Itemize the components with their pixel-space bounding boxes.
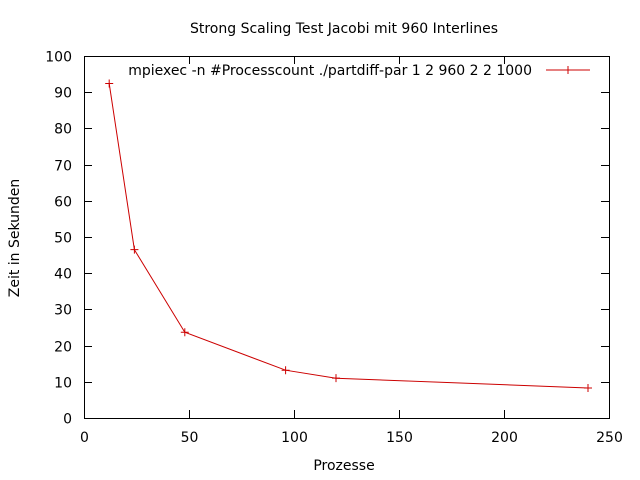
x-tick-label: 250 [596, 430, 623, 446]
series-layer [105, 79, 592, 392]
data-point [130, 245, 139, 254]
legend-label: mpiexec -n #Processcount ./partdiff-par … [128, 63, 532, 79]
series-line [108, 83, 589, 389]
y-tick-label: 50 [54, 231, 72, 247]
x-tick-label: 100 [281, 430, 308, 446]
y-tick-label: 10 [54, 376, 72, 392]
y-tick-label: 60 [54, 195, 72, 211]
y-tick-label: 20 [54, 340, 72, 356]
data-point [584, 383, 592, 392]
y-tick-label: 80 [54, 122, 72, 138]
data-point [180, 328, 189, 337]
x-axis-label: Prozesse [313, 458, 374, 474]
data-point [105, 79, 114, 88]
x-tick-label: 50 [181, 430, 199, 446]
y-axis-label: Zeit in Sekunden [7, 179, 23, 298]
y-tick-label: 90 [54, 86, 72, 102]
data-point [281, 366, 290, 375]
y-axis: 0 10 20 30 40 50 60 70 80 90 100 [45, 50, 609, 428]
y-tick-label: 100 [45, 50, 72, 66]
y-tick-label: 0 [63, 412, 72, 428]
plot-frame [84, 56, 610, 419]
x-tick-label: 150 [386, 430, 413, 446]
chart-title: Strong Scaling Test Jacobi mit 960 Inter… [190, 21, 498, 37]
data-point [332, 374, 340, 383]
y-tick-label: 70 [54, 159, 72, 175]
x-tick-label: 0 [80, 430, 89, 446]
x-tick-label: 200 [491, 430, 518, 446]
x-axis: 0 50 100 150 200 250 [80, 56, 623, 446]
legend-marker [564, 66, 572, 74]
y-tick-label: 40 [54, 267, 72, 283]
y-tick-label: 30 [54, 303, 72, 319]
legend: mpiexec -n #Processcount ./partdiff-par … [128, 63, 590, 79]
